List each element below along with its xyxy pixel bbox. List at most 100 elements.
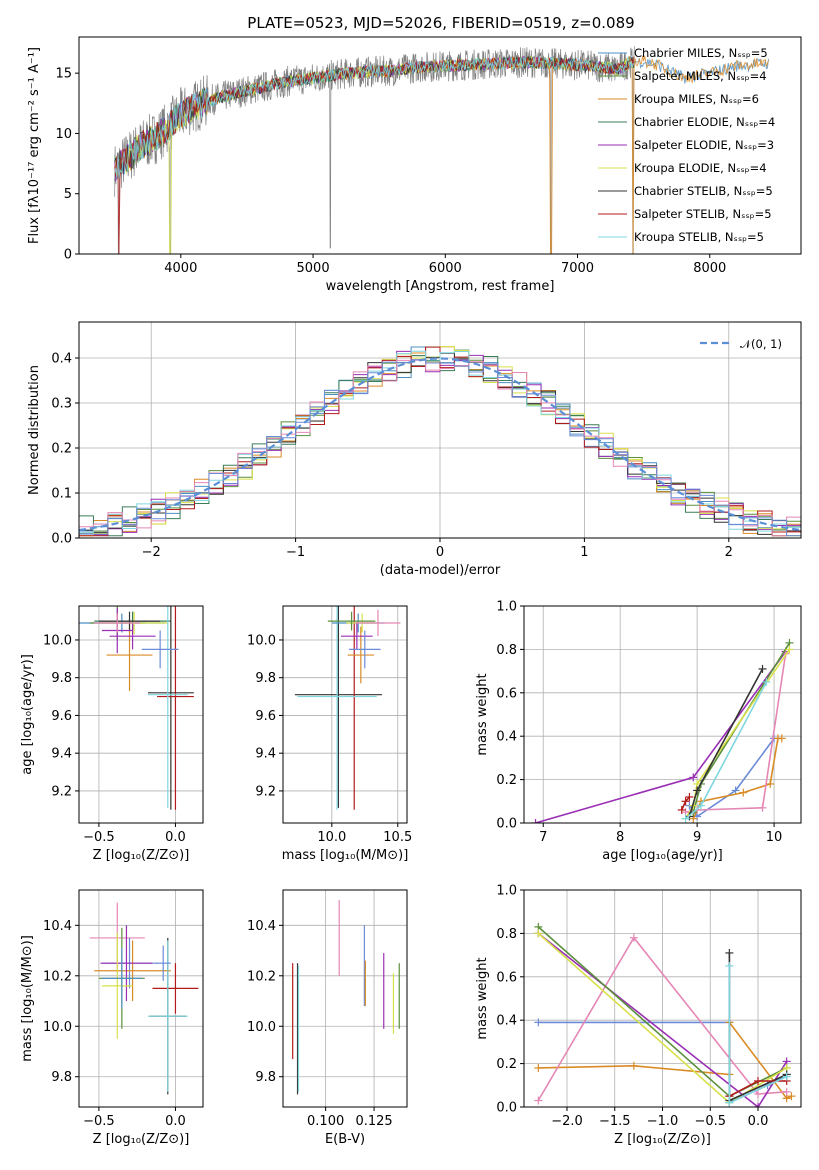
x-tick-label: −2 (142, 545, 161, 560)
axes-massweight-vs-age: 7 8 9 10 0.0 0.2 0.4 0.6 0.8 1.0 age [log₁₀(age/yr… (475, 600, 802, 863)
y-axis-label: age [log₁₀(age/yr)] (20, 654, 35, 775)
point-marker (629, 933, 638, 942)
y-axis-label: Normed distribution (27, 365, 42, 495)
y-tick-label: 0.8 (496, 643, 517, 658)
errorbar-point (327, 611, 376, 631)
model-spectrum-line (114, 56, 635, 254)
point-marker (531, 819, 540, 823)
point-marker (758, 664, 767, 673)
legend-entry: Chabrier MILES, Nₛₛₚ=5 (634, 46, 768, 60)
legend-entry: Chabrier STELIB, Nₛₛₚ=5 (634, 184, 773, 198)
y-axis-label: Flux [fλ10⁻¹⁷ erg cm⁻² s⁻¹ A⁻¹] (27, 47, 42, 244)
y-tick-label: 10.2 (43, 969, 72, 984)
x-tick-label: 0.0 (165, 830, 186, 845)
y-tick-label: 0.2 (496, 1057, 517, 1072)
errorbar-point (155, 945, 171, 981)
point-marker (762, 677, 771, 686)
plots: Chabrier MILES, Nₛₛₚ=5 Salpeter MILES, Nₛ… (20, 36, 802, 1147)
x-tick-label: 10.0 (317, 830, 346, 845)
plot-content-massweight-vs-Z (534, 922, 796, 1107)
y-tick-label: 1.0 (496, 884, 517, 899)
x-axis-label: age [log₁₀(age/yr)] (602, 848, 723, 863)
x-tick-label: 10.5 (383, 830, 412, 845)
plot-frame (282, 889, 408, 1108)
y-tick-label: 10.0 (43, 1020, 72, 1035)
y-tick-label: 0.0 (496, 1101, 517, 1116)
observed-spectrum-line (114, 46, 635, 254)
y-tick-label: 0.2 (51, 442, 72, 457)
y-tick-label: 0.0 (51, 532, 72, 547)
x-tick-label: 9 (693, 830, 701, 845)
point-marker (693, 786, 702, 795)
y-tick-label: 10.4 (43, 919, 72, 934)
point-marker (754, 1089, 763, 1098)
legend-entry: Kroupa MILES, Nₛₛₚ=6 (634, 92, 759, 106)
point-marker (689, 773, 698, 782)
errorbar-point (152, 963, 199, 1014)
axes-age-vs-Z: −0.5 0.0 9.2 9.4 9.6 9.8 10.0 Z [log₁₀(Z/Z⊙)] ag… (20, 605, 204, 863)
axes-residuals: 𝒩(0, 1) −2 −1 0 1 2 0.0 0.1 0.2 0.3 0.4 (data-model… (27, 321, 802, 578)
legend-entry: Salpeter MILES, Nₛₛₚ=4 (634, 69, 767, 83)
point-marker (725, 961, 734, 970)
errorbar-point (147, 606, 194, 810)
x-tick-label: −0.5 (83, 1114, 115, 1129)
plot-content-age-vs-mass (294, 606, 401, 810)
gaussian-curve (79, 357, 801, 532)
x-axis-label: E(B-V) (325, 1132, 365, 1147)
y-tick-label: 0.2 (496, 773, 517, 788)
point-marker (782, 1072, 791, 1081)
x-tick-label: 8 (616, 830, 624, 845)
x-tick-label: −2.0 (551, 1114, 583, 1129)
figure-title: PLATE=0523, MJD=52026, FIBERID=0519, z=0… (247, 14, 634, 32)
axes-mass-vs-Z: −0.5 0.0 9.8 10.0 10.2 10.4 Z [log₁₀(Z/Z⊙)] mas… (20, 889, 204, 1147)
residual-histogram (79, 359, 801, 537)
residual-histogram (79, 359, 801, 537)
y-tick-label: 10.0 (247, 1020, 276, 1035)
errorbar-point (100, 925, 153, 1002)
point-marker (787, 1092, 796, 1101)
y-tick-label: 9.6 (255, 709, 276, 724)
x-tick-label: 6000 (429, 261, 462, 276)
x-tick-label: 0.100 (307, 1114, 344, 1129)
errorbar-point (94, 940, 171, 1002)
errorbar-point (147, 940, 188, 1092)
axes-massweight-vs-Z: −2.0 −1.5 −1.0 −0.5 0.0 0.0 0.2 0.4 0.6 0.8 1.0 Z [… (475, 884, 802, 1147)
y-tick-label: 10.0 (43, 633, 72, 648)
plot-frame (523, 605, 802, 824)
x-tick-label: 7000 (561, 261, 594, 276)
point-marker (696, 801, 705, 810)
y-tick-label: 0.0 (496, 817, 517, 832)
x-tick-label: 4000 (164, 261, 197, 276)
x-tick-label: −1.5 (599, 1114, 631, 1129)
x-tick-label: 5000 (297, 261, 330, 276)
legend-entry: Salpeter STELIB, Nₛₛₚ=5 (634, 207, 772, 221)
errorbar-point (101, 932, 133, 1039)
errorbar-point (157, 606, 194, 810)
mass-weight-line (537, 936, 787, 1101)
y-tick-label: 9.8 (255, 1070, 276, 1085)
y-tick-label: 10.4 (247, 919, 276, 934)
plot-content-mass-vs-Z (89, 902, 199, 1095)
errorbar-point (106, 619, 153, 691)
x-tick-label: 7 (539, 830, 547, 845)
plot-content-mass-vs-EBV (292, 900, 400, 1095)
y-tick-label: 0.8 (496, 927, 517, 942)
point-marker (782, 1087, 791, 1096)
plot-content-massweight-vs-age (531, 638, 794, 823)
point-marker (685, 792, 694, 801)
x-tick-label: 0.0 (748, 1114, 769, 1129)
axes-spectrum: Chabrier MILES, Nₛₛₚ=5 Salpeter MILES, Nₛ… (27, 36, 802, 294)
point-marker (731, 786, 740, 795)
y-axis-label: mass weight (475, 673, 490, 755)
model-spectrum-line (114, 56, 635, 179)
plot-frame (78, 605, 204, 824)
x-tick-label: 0 (436, 545, 444, 560)
point-marker (534, 1018, 543, 1027)
y-tick-label: 1.0 (496, 600, 517, 615)
y-tick-label: 9.2 (255, 784, 276, 799)
errorbar-point (294, 606, 382, 808)
point-marker (758, 803, 767, 812)
y-tick-label: 0.4 (51, 352, 72, 367)
y-tick-label: 0.6 (496, 970, 517, 985)
